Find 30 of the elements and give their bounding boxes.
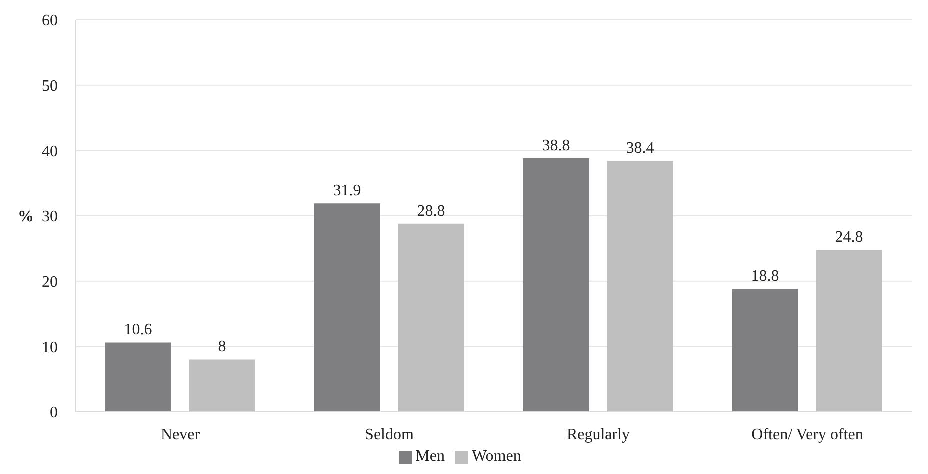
legend-label: Women (472, 448, 522, 465)
x-tick-label: Never (160, 426, 201, 444)
data-label: 10.6 (124, 322, 152, 339)
bar (314, 204, 380, 412)
bar (189, 360, 256, 412)
bar (523, 158, 590, 412)
data-label: 31.9 (333, 182, 362, 200)
data-label: 28.8 (417, 202, 446, 220)
x-tick-label: Often/ Very often (752, 426, 864, 444)
y-tick-label: 20 (42, 274, 58, 292)
data-label: 38.8 (542, 138, 570, 155)
y-tick-label: 40 (42, 143, 58, 160)
data-label: 18.8 (751, 268, 780, 286)
x-tick-label: Regularly (566, 426, 630, 444)
data-label: 38.4 (626, 140, 654, 158)
bar (732, 289, 798, 412)
y-tick-label: 50 (42, 78, 58, 96)
y-tick-label: 10 (42, 339, 58, 356)
bar (607, 161, 674, 412)
y-tick-label: 0 (50, 404, 58, 422)
y-tick-label: 30 (42, 208, 58, 226)
bar (105, 342, 172, 412)
x-tick-label: Seldom (365, 426, 414, 444)
bar (398, 224, 464, 412)
bar (816, 250, 882, 412)
y-tick-label: 60 (42, 12, 58, 30)
legend-label: Men (416, 448, 445, 465)
y-axis-title: % (18, 208, 34, 226)
data-label: 24.8 (835, 228, 864, 246)
data-label: 8 (218, 338, 226, 356)
